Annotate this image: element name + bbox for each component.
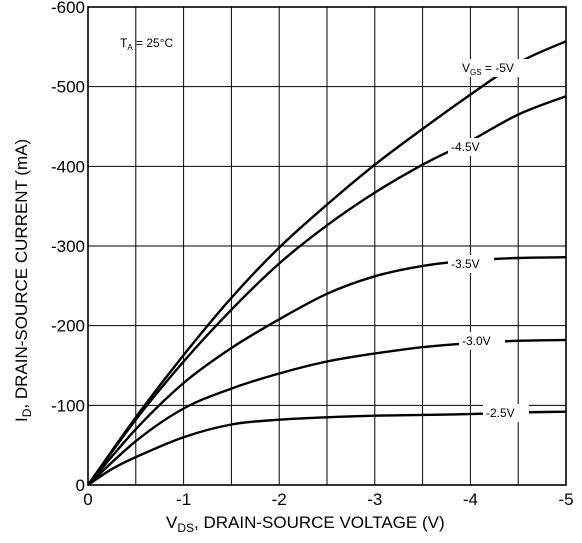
series-label-name: -2.5V <box>486 406 515 420</box>
series-label-prefix-rest: = <box>482 61 496 75</box>
y-tick-label: -300 <box>51 237 85 256</box>
series-label: VGS = -5V <box>462 61 514 77</box>
series-label: -2.5V <box>486 406 515 420</box>
series-label-background <box>459 332 505 350</box>
x-tick-label: 0 <box>83 490 92 509</box>
series-labels: VGS = -5V -4.5V -3.5V -3.0V -2.5V <box>448 59 563 422</box>
x-axis-title: VDS, DRAIN-SOURCE VOLTAGE (V) <box>166 513 445 535</box>
series-label-background <box>448 138 494 156</box>
x-axis-title-sub: DS <box>177 521 194 535</box>
temperature-annotation-main: T <box>120 36 128 50</box>
plot-frame <box>87 6 567 486</box>
series-label-name: -3.5V <box>451 257 480 271</box>
x-tick-label: -2 <box>272 490 287 509</box>
y-axis-title: ID, DRAIN-SOURCE CURRENT (mA) <box>12 139 34 422</box>
series-label-name: -4.5V <box>451 140 480 154</box>
grid-lines <box>88 7 566 485</box>
series-label-name: -3.0V <box>462 334 491 348</box>
series-label-name: -5V <box>495 61 514 75</box>
x-axis-title-rest: , DRAIN-SOURCE VOLTAGE (V) <box>194 513 445 532</box>
series-label: -4.5V <box>451 140 480 154</box>
x-axis-title-main: V <box>166 513 178 532</box>
series-label-prefix-main: V <box>462 61 470 75</box>
series-line-vgs45 <box>87 95 567 486</box>
temperature-annotation-sub: A <box>127 43 133 52</box>
series-label: -3.5V <box>451 257 480 271</box>
x-tick-label: -3 <box>367 490 382 509</box>
y-tick-label: 0 <box>76 476 85 495</box>
y-tick-label: -500 <box>51 78 85 97</box>
y-axis-title-main: I <box>12 417 31 422</box>
series-label: -3.0V <box>462 334 491 348</box>
series-label-prefix-sub: GS <box>470 68 482 77</box>
x-tick-label: -4 <box>463 490 478 509</box>
y-axis-title-rest: , DRAIN-SOURCE CURRENT (mA) <box>12 139 31 409</box>
series-label-background <box>459 59 563 77</box>
temperature-annotation-rest: = 25°C <box>133 36 174 50</box>
y-tick-label: -200 <box>51 317 85 336</box>
y-tick-label: -600 <box>51 0 85 17</box>
y-tick-label: -100 <box>51 396 85 415</box>
temperature-annotation: TA = 25°C <box>120 36 174 52</box>
series-label-background <box>448 255 494 273</box>
x-tick-label: -5 <box>558 490 573 509</box>
tick-labels: 0 -1 -2 -3 -4 -5 0 -100 -200 -300 -400 -500 -600 <box>51 0 574 509</box>
y-axis-title-sub: D <box>20 408 34 417</box>
series-line-vgs5 <box>87 40 567 486</box>
series-line-vgs25 <box>87 410 567 486</box>
series-label-background <box>483 404 529 422</box>
x-tick-label: -1 <box>176 490 191 509</box>
y-tick-label: -400 <box>51 157 85 176</box>
